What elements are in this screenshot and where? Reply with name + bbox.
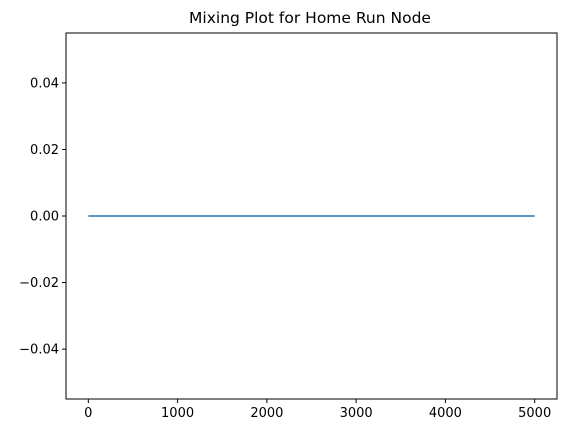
y-tick-label: 0.04 [30,76,59,91]
x-tick-label: 1000 [161,406,194,421]
chart-title: Mixing Plot for Home Run Node [189,9,431,27]
x-tick-label: 4000 [429,406,462,421]
y-tick-label: 0.02 [30,143,59,158]
y-tick-label: −0.04 [19,343,59,358]
y-axis: 0.04 0.02 0.00 −0.02 −0.04 [19,76,66,358]
y-tick-label: 0.00 [30,210,59,225]
x-tick-label: 2000 [250,406,283,421]
x-axis: 0 1000 2000 3000 4000 5000 [84,399,551,421]
x-tick-label: 5000 [518,406,551,421]
y-tick-label: −0.02 [19,276,59,291]
x-tick-label: 3000 [340,406,373,421]
x-tick-label: 0 [84,406,92,421]
